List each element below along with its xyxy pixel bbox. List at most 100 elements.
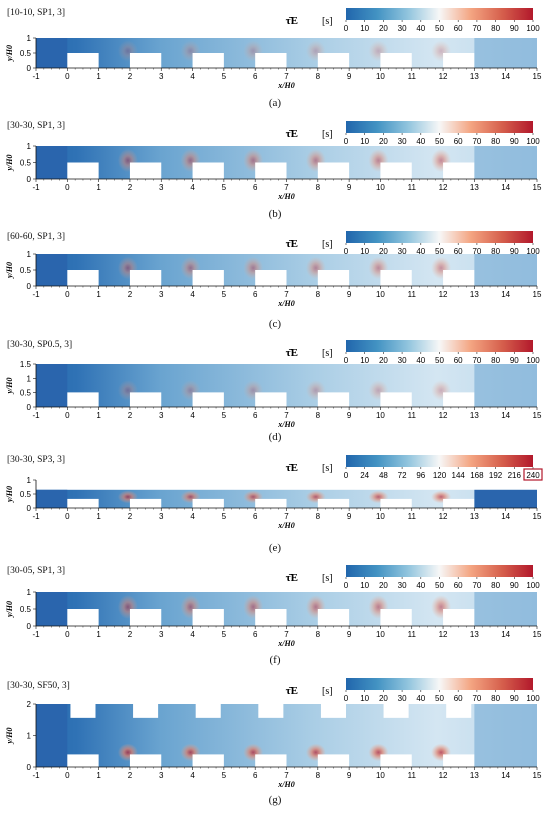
panel-letter: (a) (268, 97, 282, 109)
colorbar-tick-label: 10 (360, 24, 369, 33)
colorbar-title: τ̄E (286, 128, 298, 140)
y-tick-label: 0.5 (20, 490, 32, 499)
colorbar-tick-label: 50 (435, 694, 444, 703)
obstacle (380, 754, 412, 767)
colorbar-tick-label: 30 (398, 247, 407, 256)
colorbar-tick-label: 96 (416, 471, 425, 480)
panel-letter: (e) (268, 542, 282, 554)
x-tick-label: 11 (408, 72, 417, 81)
y-tick-label: 0.5 (20, 389, 32, 398)
colorbar-tick-label: 70 (472, 581, 481, 590)
x-tick-label: 6 (253, 771, 258, 780)
colorbar (346, 231, 533, 243)
x-tick-label: 8 (316, 72, 321, 81)
colorbar-tick-label: 70 (472, 137, 481, 146)
colorbar-tick-label: 192 (489, 471, 503, 480)
obstacle (443, 392, 475, 407)
colorbar-title: τ̄E (286, 685, 298, 697)
inlet-region (36, 38, 68, 68)
obstacle (255, 53, 287, 68)
colorbar-unit: [s] (322, 348, 333, 359)
x-tick-label: 9 (347, 72, 352, 81)
colorbar-unit: [s] (322, 129, 333, 140)
outlet-region (474, 38, 537, 68)
x-tick-label: 12 (439, 512, 448, 521)
y-tick-label: 1 (27, 374, 32, 383)
colorbar-tick-label: 90 (510, 356, 519, 365)
x-tick-label: 8 (316, 512, 321, 521)
colorbar-tick-label: 10 (360, 356, 369, 365)
inlet-region (36, 489, 68, 508)
obstacle (380, 162, 412, 179)
y-axis-label: y/H0 (5, 728, 14, 745)
colorbar-tick-label: 48 (379, 471, 388, 480)
colorbar-tick-label: 40 (416, 247, 425, 256)
x-axis-label: x/H0 (277, 521, 294, 530)
x-tick-label: 8 (316, 411, 321, 420)
obstacle (317, 270, 350, 286)
obstacle (255, 498, 287, 508)
x-tick-label: 3 (159, 630, 164, 639)
colorbar (346, 565, 533, 577)
colorbar-tick-label: 120 (433, 471, 447, 480)
x-tick-label: 2 (128, 72, 133, 81)
x-tick-label: 11 (408, 183, 417, 192)
x-tick-label: 3 (159, 512, 164, 521)
obstacle (129, 53, 162, 68)
obstacle (67, 162, 99, 179)
colorbar-tick-label: 0 (344, 24, 349, 33)
panel-letter: (b) (268, 208, 282, 220)
obstacle-top (195, 704, 221, 718)
x-axis-label: x/H0 (277, 192, 294, 201)
x-tick-label: 3 (159, 771, 164, 780)
inlet-region (36, 254, 68, 286)
colorbar-tick-label: 10 (360, 137, 369, 146)
x-tick-label: 1 (96, 290, 101, 299)
x-tick-label: 0 (65, 411, 70, 420)
x-tick-label: 4 (190, 183, 195, 192)
colorbar-tick-label: 30 (398, 24, 407, 33)
x-tick-label: 6 (253, 183, 258, 192)
x-tick-label: 5 (222, 771, 227, 780)
y-tick-label: 1 (27, 34, 32, 43)
y-axis-label: y/H0 (5, 378, 14, 395)
x-tick-label: 1 (96, 411, 101, 420)
x-tick-label: 12 (439, 630, 448, 639)
x-tick-label: -1 (32, 290, 40, 299)
x-tick-label: 12 (439, 411, 448, 420)
obstacle (255, 392, 287, 407)
x-tick-label: 11 (408, 512, 417, 521)
contour-figure: τ̄E [s]0 24 48 72 96 120 144 168 192 216 240-1 0 1 2 3… (5, 455, 543, 530)
obstacle (255, 162, 287, 179)
x-tick-label: 7 (284, 72, 289, 81)
x-tick-label: 14 (501, 290, 510, 299)
y-tick-label: 0 (27, 504, 32, 513)
colorbar-tick-label: 72 (398, 471, 407, 480)
x-axis-label: x/H0 (277, 420, 294, 429)
colorbar-tick-label: 100 (526, 24, 540, 33)
x-tick-label: 0 (65, 630, 70, 639)
y-tick-label: 1 (27, 250, 32, 259)
x-tick-label: 1 (96, 512, 101, 521)
obstacle (443, 270, 475, 286)
x-tick-label: 3 (159, 72, 164, 81)
colorbar-tick-label: 80 (491, 137, 500, 146)
colorbar-tick-label: 80 (491, 247, 500, 256)
colorbar-tick-label: 20 (379, 137, 388, 146)
colorbar-tick-label: 40 (416, 694, 425, 703)
x-tick-label: 13 (470, 290, 479, 299)
colorbar-tick-label: 60 (454, 694, 463, 703)
x-tick-label: 12 (439, 183, 448, 192)
colorbar-tick-label: 70 (472, 24, 481, 33)
colorbar-unit: [s] (322, 573, 333, 584)
colorbar-tick-label: 40 (416, 581, 425, 590)
y-axis-label: y/H0 (5, 45, 14, 62)
colorbar-tick-label: 40 (416, 137, 425, 146)
colorbar-tick-label: 0 (344, 471, 349, 480)
obstacle (255, 270, 287, 286)
x-tick-label: 9 (347, 512, 352, 521)
y-tick-label: 0 (27, 175, 32, 184)
x-tick-label: 4 (190, 771, 195, 780)
obstacle (129, 609, 162, 626)
x-tick-label: 14 (501, 72, 510, 81)
